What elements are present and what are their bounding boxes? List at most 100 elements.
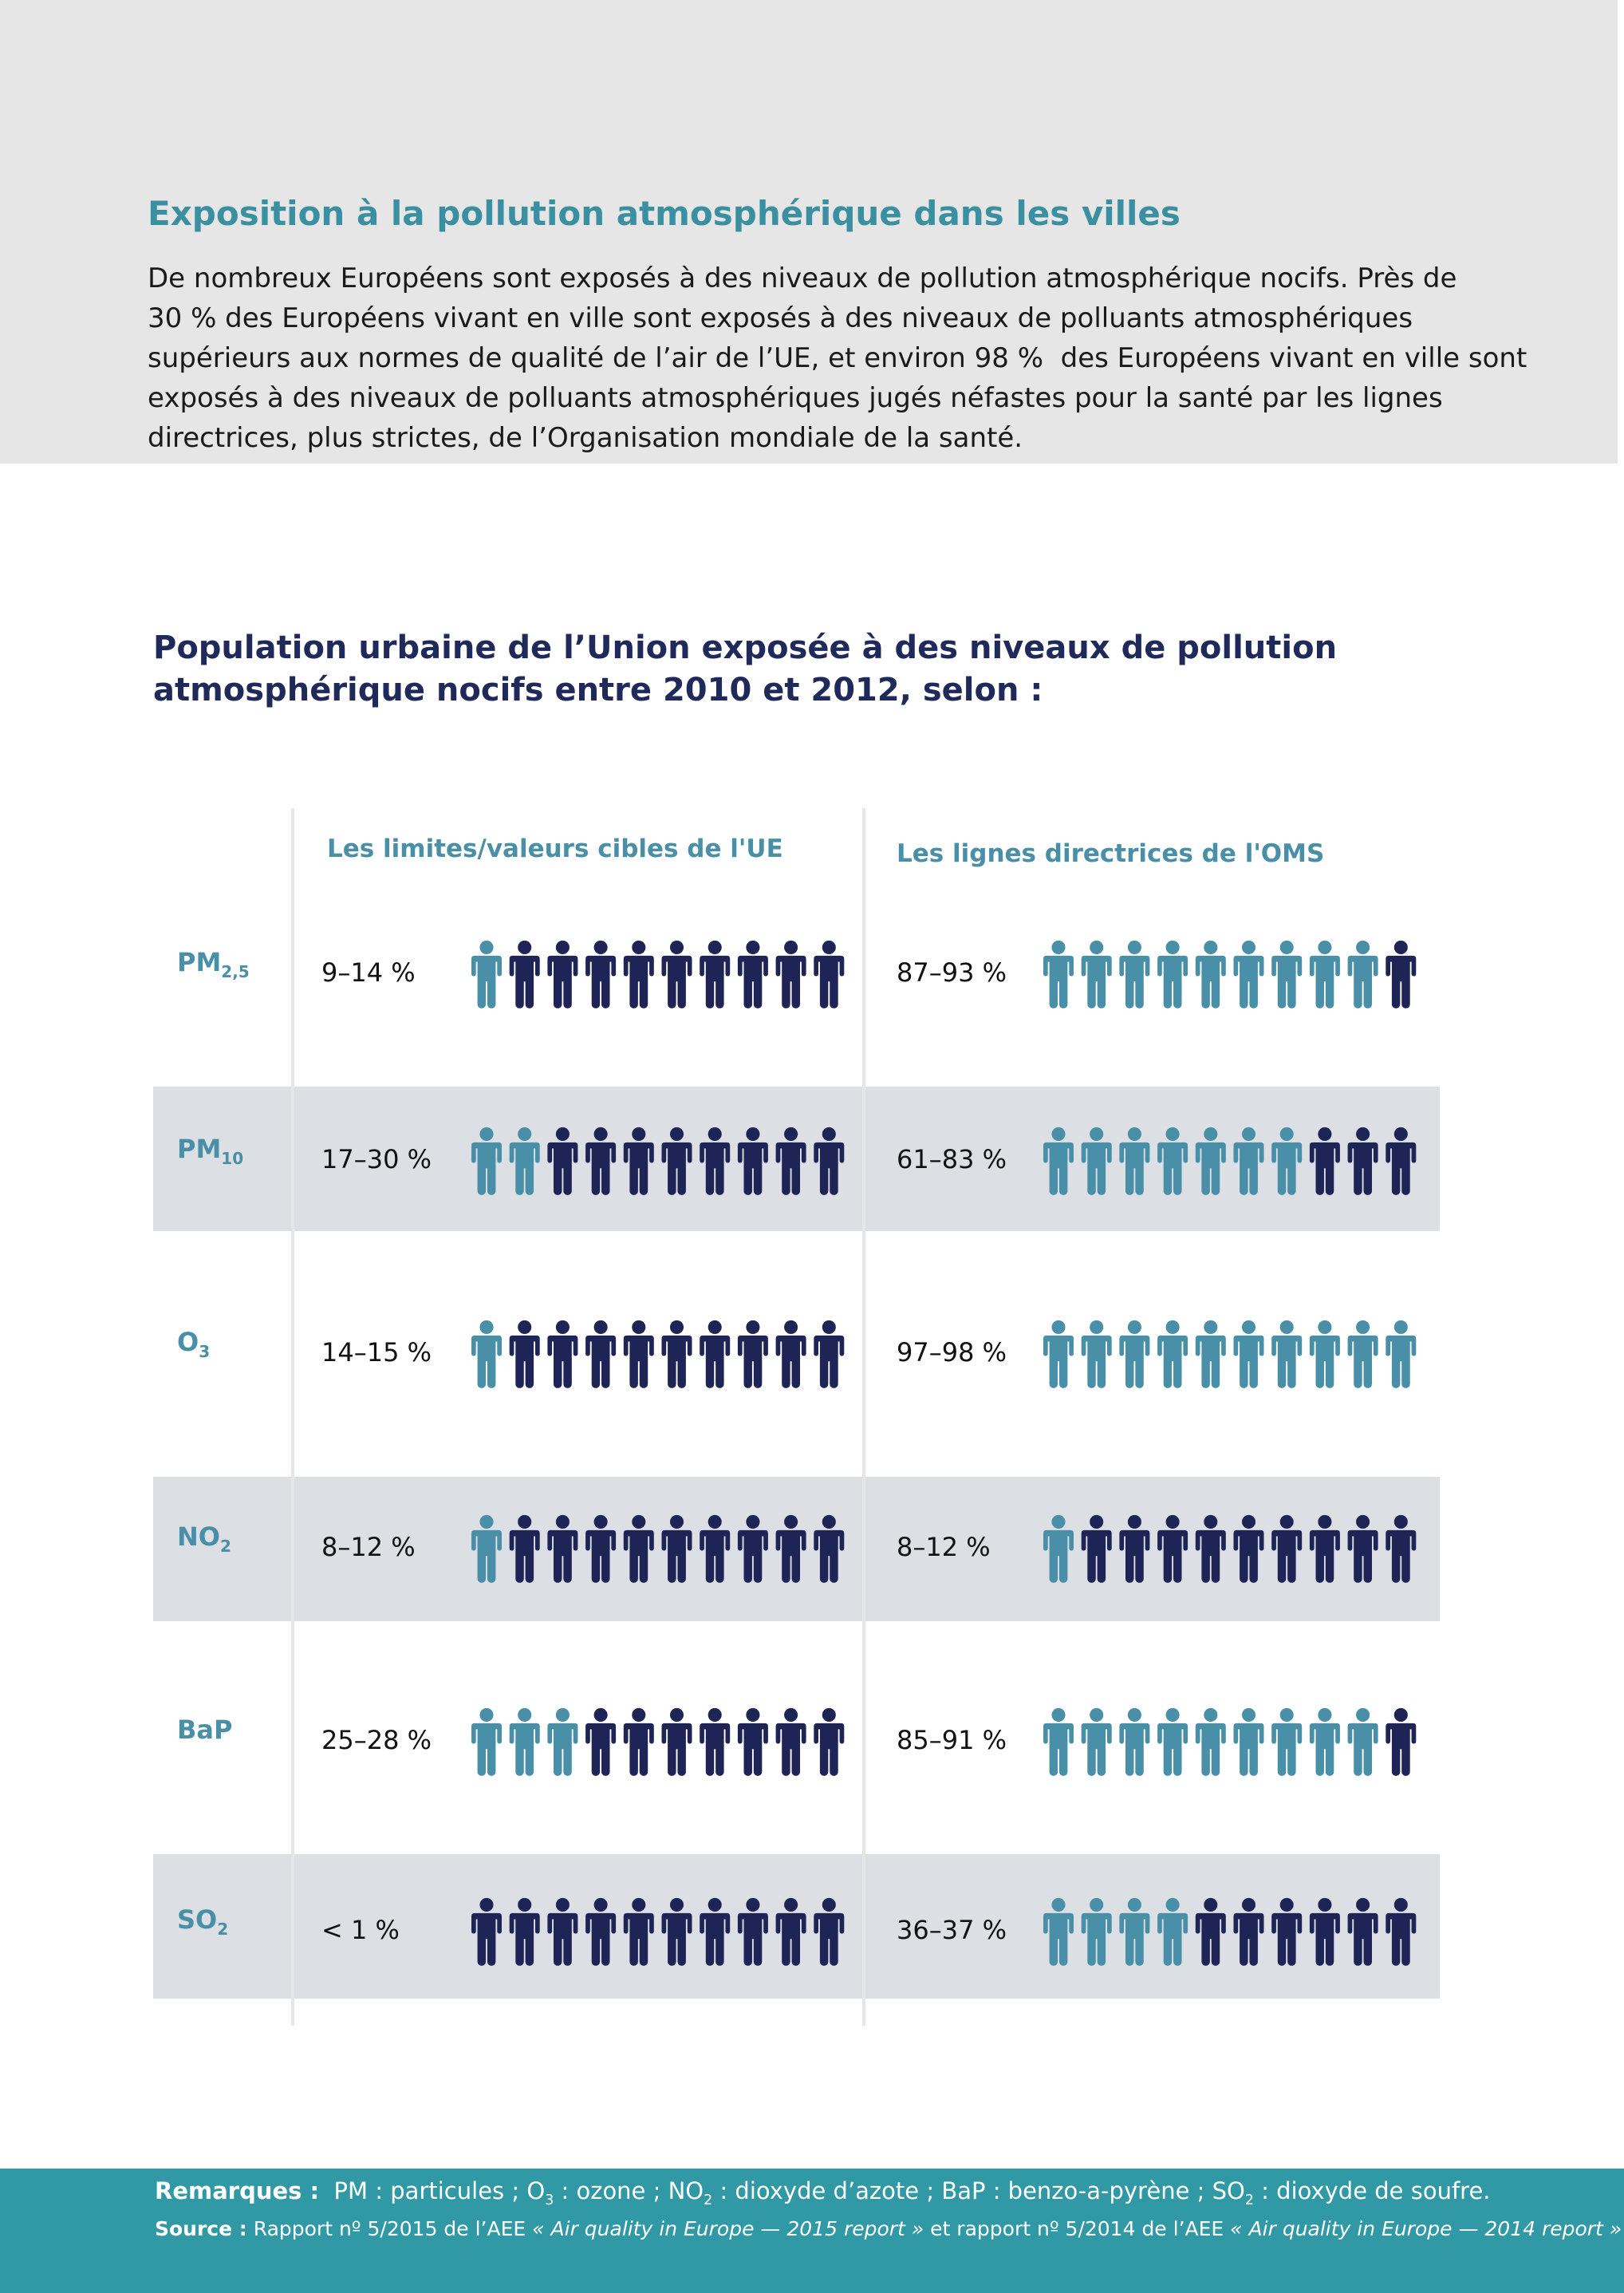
icon-head	[1204, 1897, 1218, 1912]
person-icon	[1043, 1320, 1074, 1388]
icon-head	[1356, 1514, 1370, 1529]
person-icon	[737, 1707, 768, 1776]
icon-body	[814, 1335, 845, 1388]
person-icon	[775, 1897, 806, 1966]
person-icon	[1309, 1707, 1340, 1776]
icon-head	[1241, 1320, 1256, 1334]
person-icon	[814, 1897, 845, 1966]
icon-body	[1271, 955, 1303, 1008]
icon-head	[822, 1897, 836, 1912]
person-icon	[509, 1127, 540, 1195]
icon-head	[1090, 1514, 1104, 1529]
footer-source: Source : Rapport nº 5/2015 de l’AEE « Ai…	[155, 2217, 1622, 2240]
icon-body	[661, 1142, 692, 1195]
icon-body	[661, 955, 692, 1008]
icon-body	[1386, 1912, 1417, 1966]
icon-head	[1165, 1514, 1180, 1529]
icon-head	[518, 1320, 532, 1334]
icon-body	[661, 1529, 692, 1583]
person-icon	[1043, 1707, 1074, 1776]
icon-body	[1347, 1335, 1378, 1388]
person-icon	[1309, 1127, 1340, 1195]
icon-body	[623, 1142, 654, 1195]
icon-head	[1090, 1127, 1104, 1141]
percent-label: 9–14 %	[321, 957, 416, 988]
person-icon	[471, 940, 502, 1008]
person-icon	[1043, 1514, 1074, 1583]
icon-head	[518, 1127, 532, 1141]
icon-body	[1386, 955, 1417, 1008]
icon-head	[1165, 1707, 1180, 1722]
icon-body	[1081, 1335, 1112, 1388]
person-icon	[1347, 1127, 1378, 1195]
icon-head	[1090, 1897, 1104, 1912]
icon-head	[708, 1707, 722, 1722]
footer-segment: Remarques :	[155, 2177, 319, 2204]
icon-head	[1204, 1514, 1218, 1529]
person-icon	[1157, 1320, 1188, 1388]
icon-body	[1081, 1529, 1112, 1583]
icon-body	[623, 1529, 654, 1583]
icon-head	[1090, 1320, 1104, 1334]
icon-head	[1318, 1127, 1332, 1141]
person-icon	[1233, 1320, 1264, 1388]
icon-body	[1347, 955, 1378, 1008]
icon-body	[1157, 1142, 1188, 1195]
icon-body	[547, 1529, 578, 1583]
icon-body	[1195, 1723, 1226, 1776]
icon-body	[1043, 1723, 1074, 1776]
icon-head	[1051, 1897, 1066, 1912]
icon-body	[585, 1529, 617, 1583]
icon-head	[593, 1897, 608, 1912]
person-icon	[1309, 1514, 1340, 1583]
icon-body	[1195, 1529, 1226, 1583]
icon-head	[1393, 1897, 1408, 1912]
person-icon	[547, 940, 578, 1008]
percent-label: 8–12 %	[321, 1532, 416, 1562]
pollutant-sub: 2	[220, 1537, 231, 1556]
person-icon	[661, 940, 692, 1008]
person-icon	[814, 1514, 845, 1583]
icon-body	[509, 1335, 540, 1388]
icon-body	[1233, 1723, 1264, 1776]
icon-body	[1347, 1723, 1378, 1776]
icon-head	[1393, 1514, 1408, 1529]
person-icon	[1386, 1514, 1417, 1583]
icon-head	[669, 1127, 684, 1141]
icon-head	[1393, 1320, 1408, 1334]
icon-body	[1386, 1723, 1417, 1776]
person-icon	[775, 1707, 806, 1776]
icon-head	[479, 1514, 494, 1529]
icon-head	[1318, 940, 1332, 954]
icon-head	[669, 1897, 684, 1912]
pollutant-name: SO	[177, 1904, 217, 1935]
person-icon	[509, 940, 540, 1008]
icon-head	[479, 1320, 494, 1334]
icon-body	[1233, 955, 1264, 1008]
person-icon	[737, 940, 768, 1008]
icon-head	[555, 1707, 570, 1722]
icon-body	[1119, 1723, 1150, 1776]
icon-head	[593, 1127, 608, 1141]
icon-head	[669, 1707, 684, 1722]
person-icon	[700, 1707, 731, 1776]
icon-body	[471, 1529, 502, 1583]
icon-body	[1157, 1912, 1188, 1966]
footer-band	[0, 2169, 1624, 2293]
person-icon	[1271, 1320, 1303, 1388]
icon-body	[1271, 1335, 1303, 1388]
icon-body	[509, 1912, 540, 1966]
icon-body	[585, 1142, 617, 1195]
footer-segment: 3	[545, 2192, 554, 2208]
icon-body	[775, 1529, 806, 1583]
icon-head	[632, 1897, 646, 1912]
percent-label: 85–91 %	[897, 1725, 1007, 1755]
icon-head	[1051, 1514, 1066, 1529]
icon-body	[1233, 1529, 1264, 1583]
icon-body	[471, 1723, 502, 1776]
icon-head	[632, 1127, 646, 1141]
icon-body	[1233, 1142, 1264, 1195]
icon-head	[822, 1320, 836, 1334]
icon-head	[593, 1514, 608, 1529]
person-icon	[814, 1127, 845, 1195]
